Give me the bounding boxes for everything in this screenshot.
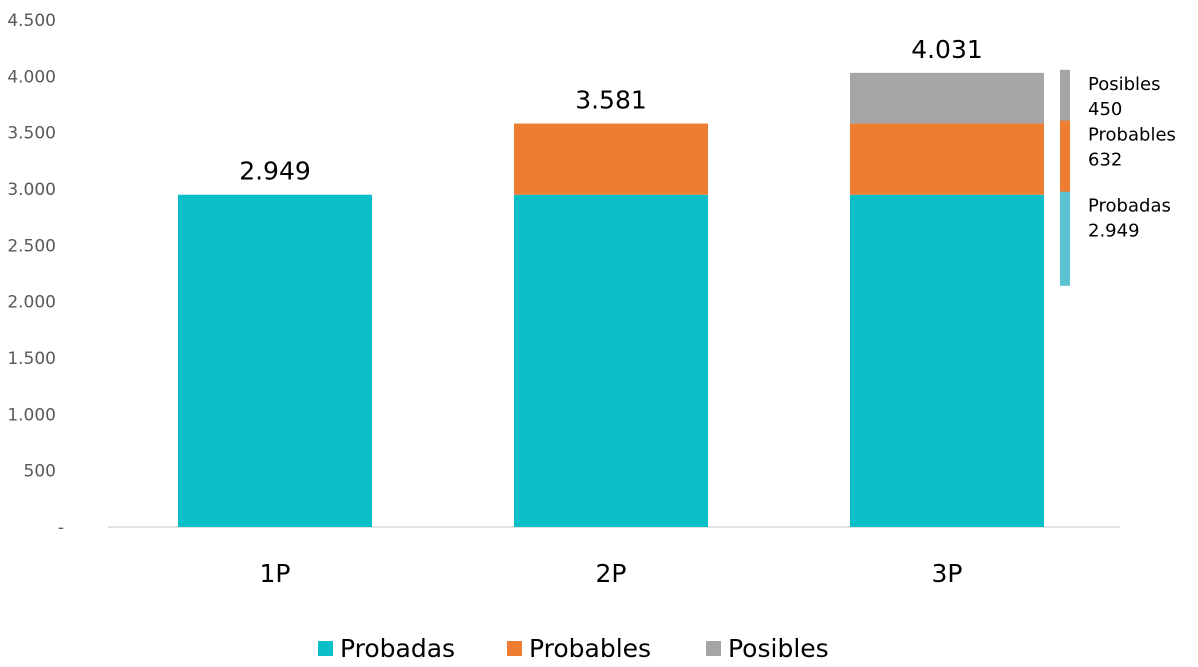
annotation-name-probables: Probables bbox=[1088, 125, 1176, 146]
y-tick-label: 3.500 bbox=[7, 124, 56, 144]
annotation-marker-probables bbox=[1060, 120, 1070, 193]
y-tick-label: 1.000 bbox=[7, 405, 56, 425]
annotation-value-probables: 632 bbox=[1088, 150, 1122, 171]
annotation-marker-posibles bbox=[1060, 69, 1070, 122]
annotation-name-posibles: Posibles bbox=[1088, 74, 1160, 95]
x-tick-label-3p: 3P bbox=[932, 559, 963, 588]
bar-3p-posibles bbox=[850, 72, 1044, 124]
total-label-2p: 3.581 bbox=[575, 86, 647, 115]
bar-3p-probables bbox=[850, 123, 1044, 195]
y-tick-label: 4.000 bbox=[7, 67, 56, 87]
annotation-marker-probadas bbox=[1060, 191, 1070, 286]
total-labels: 2.949 3.581 4.031 bbox=[239, 35, 983, 186]
y-tick-label: 500 bbox=[24, 462, 56, 482]
total-label-3p: 4.031 bbox=[911, 35, 983, 64]
total-label-1p: 2.949 bbox=[239, 157, 311, 186]
y-tick-label: 2.000 bbox=[7, 293, 56, 313]
y-axis: - 500 1.000 1.500 2.000 2.500 3.000 3.500 4.000 4… bbox=[7, 11, 64, 538]
legend-label-posibles: Posibles bbox=[728, 634, 829, 663]
x-tick-label-2p: 2P bbox=[596, 559, 627, 588]
bar-2p-probables bbox=[514, 123, 708, 195]
bar-3p-probadas bbox=[850, 194, 1044, 527]
x-axis-ticks: 1P 2P 3P bbox=[260, 559, 963, 588]
legend-swatch-probables bbox=[507, 641, 522, 656]
legend-label-probadas: Probadas bbox=[340, 634, 455, 663]
y-tick-label: - bbox=[58, 518, 64, 538]
y-tick-label: 1.500 bbox=[7, 349, 56, 369]
bars bbox=[178, 72, 1044, 527]
y-tick-label: 2.500 bbox=[7, 236, 56, 256]
bar-2p-probadas bbox=[514, 194, 708, 527]
y-tick-label: 3.000 bbox=[7, 180, 56, 200]
annotation-value-posibles: 450 bbox=[1088, 99, 1122, 120]
side-annotations: Posibles 450 Probables 632 Probadas 2.949 bbox=[1060, 69, 1176, 286]
annotation-name-probadas: Probadas bbox=[1088, 196, 1171, 217]
legend-swatch-probadas bbox=[318, 641, 333, 656]
legend-label-probables: Probables bbox=[529, 634, 651, 663]
legend-swatch-posibles bbox=[706, 641, 721, 656]
annotation-value-probadas: 2.949 bbox=[1088, 221, 1140, 242]
bar-1p-probadas bbox=[178, 194, 372, 527]
y-tick-label: 4.500 bbox=[7, 11, 56, 31]
legend: Probadas Probables Posibles bbox=[318, 634, 829, 663]
x-tick-label-1p: 1P bbox=[260, 559, 291, 588]
